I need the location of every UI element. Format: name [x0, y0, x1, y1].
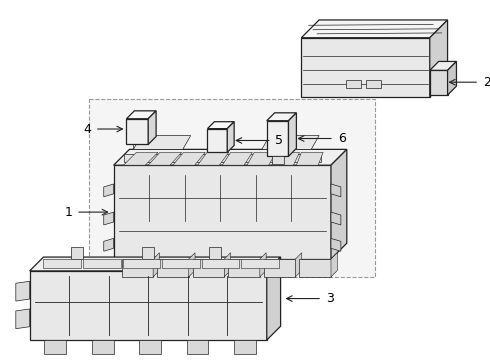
Bar	[207, 129, 227, 152]
Polygon shape	[44, 259, 81, 268]
Polygon shape	[126, 111, 156, 119]
Polygon shape	[83, 259, 121, 268]
Polygon shape	[114, 165, 331, 259]
Polygon shape	[16, 309, 29, 329]
Polygon shape	[153, 253, 159, 277]
Polygon shape	[133, 136, 191, 149]
Bar	[71, 247, 83, 259]
Polygon shape	[271, 152, 299, 165]
Bar	[92, 340, 114, 354]
Text: 5: 5	[275, 134, 283, 147]
Text: 3: 3	[326, 292, 334, 305]
Polygon shape	[296, 152, 323, 165]
Polygon shape	[295, 253, 302, 277]
Bar	[228, 259, 260, 277]
Polygon shape	[114, 149, 347, 165]
Bar	[346, 80, 361, 88]
Bar	[271, 156, 284, 164]
Bar	[89, 99, 375, 277]
Polygon shape	[331, 184, 341, 197]
Polygon shape	[430, 62, 457, 70]
Polygon shape	[173, 152, 205, 165]
Bar	[187, 340, 208, 354]
Polygon shape	[331, 212, 341, 225]
Polygon shape	[148, 111, 156, 144]
Bar	[45, 340, 66, 354]
Polygon shape	[16, 281, 29, 301]
Polygon shape	[29, 271, 267, 340]
Polygon shape	[104, 238, 114, 251]
Bar	[126, 119, 148, 144]
Text: 4: 4	[83, 122, 91, 135]
Polygon shape	[267, 257, 281, 340]
Bar	[157, 259, 189, 277]
Polygon shape	[247, 152, 276, 165]
Bar	[264, 259, 295, 277]
Polygon shape	[197, 152, 229, 165]
Bar	[193, 259, 224, 277]
Polygon shape	[222, 152, 252, 165]
Polygon shape	[189, 253, 195, 277]
Bar	[123, 154, 321, 162]
Text: 6: 6	[338, 132, 346, 145]
Polygon shape	[201, 259, 239, 268]
Polygon shape	[430, 20, 447, 97]
Bar	[267, 121, 289, 156]
Polygon shape	[148, 152, 182, 165]
Polygon shape	[301, 38, 430, 97]
Polygon shape	[331, 238, 341, 251]
Polygon shape	[262, 136, 319, 149]
Polygon shape	[430, 70, 447, 95]
Bar	[209, 247, 221, 259]
Bar	[142, 247, 154, 259]
Polygon shape	[162, 259, 199, 268]
Bar	[122, 259, 153, 277]
Text: 2: 2	[483, 76, 490, 89]
Polygon shape	[227, 122, 234, 152]
Polygon shape	[104, 184, 114, 197]
Polygon shape	[122, 259, 160, 268]
Polygon shape	[289, 113, 296, 156]
Polygon shape	[331, 253, 337, 277]
Polygon shape	[104, 212, 114, 225]
Bar	[139, 340, 161, 354]
Polygon shape	[29, 257, 281, 271]
Polygon shape	[241, 259, 279, 268]
Polygon shape	[224, 253, 231, 277]
Bar	[299, 259, 331, 277]
Polygon shape	[207, 122, 234, 129]
Bar	[234, 340, 256, 354]
Polygon shape	[447, 62, 457, 95]
Polygon shape	[260, 253, 266, 277]
Bar	[366, 80, 381, 88]
Polygon shape	[123, 152, 158, 165]
Polygon shape	[331, 149, 347, 259]
Polygon shape	[267, 113, 296, 121]
Polygon shape	[301, 20, 447, 38]
Text: 1: 1	[64, 206, 72, 219]
